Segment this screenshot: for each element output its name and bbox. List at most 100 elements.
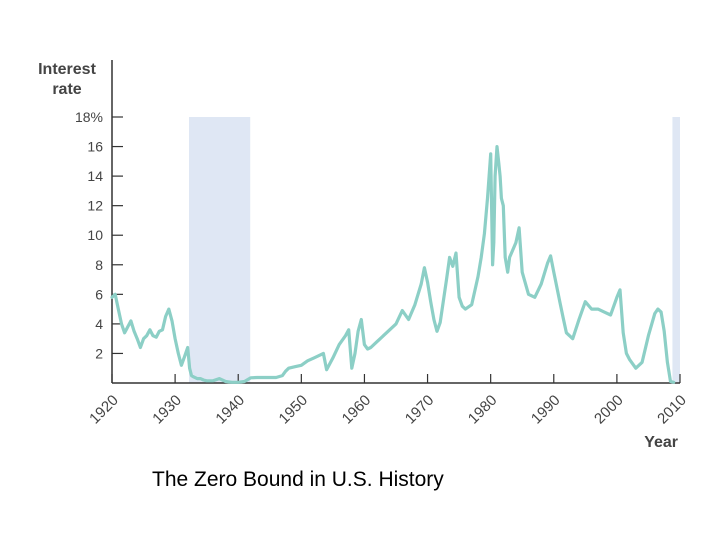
data-point xyxy=(394,322,398,326)
data-point xyxy=(262,376,265,379)
data-point xyxy=(533,296,537,299)
data-point xyxy=(173,337,177,340)
data-point xyxy=(423,266,426,269)
data-point xyxy=(506,270,509,274)
data-point xyxy=(322,352,325,355)
data-point xyxy=(136,337,139,340)
data-point xyxy=(659,310,663,314)
data-point xyxy=(113,293,117,296)
data-point xyxy=(306,359,309,363)
data-point xyxy=(590,307,593,311)
x-tick-label: 1950 xyxy=(276,392,312,428)
data-point xyxy=(539,282,543,286)
data-point xyxy=(274,376,278,379)
data-point xyxy=(167,307,170,311)
data-point xyxy=(489,152,492,156)
data-point xyxy=(457,296,461,299)
data-point xyxy=(603,310,606,314)
data-point xyxy=(186,346,189,349)
data-point xyxy=(628,358,631,361)
data-point xyxy=(495,145,499,148)
data-point xyxy=(148,328,152,331)
data-point xyxy=(454,251,458,255)
data-point xyxy=(293,365,297,368)
data-point xyxy=(565,331,568,334)
data-point xyxy=(493,174,497,178)
x-tick-label: 1960 xyxy=(339,392,375,428)
data-point xyxy=(319,353,322,357)
data-point xyxy=(480,256,483,259)
data-point xyxy=(502,204,505,207)
data-point xyxy=(211,379,215,382)
y-tick-label: 4 xyxy=(95,316,103,332)
data-point xyxy=(432,318,436,321)
data-point xyxy=(461,304,464,308)
data-point xyxy=(196,377,199,380)
x-tick-label: 1970 xyxy=(402,392,438,428)
data-point xyxy=(663,330,666,333)
data-point xyxy=(249,376,253,380)
data-point xyxy=(344,334,347,337)
x-tick-label: 1930 xyxy=(149,392,185,428)
data-point xyxy=(190,374,193,377)
data-point xyxy=(503,256,507,259)
data-point xyxy=(388,328,391,331)
data-point xyxy=(123,331,126,334)
y-tick-label: 6 xyxy=(95,286,103,302)
data-point xyxy=(117,307,120,311)
data-point xyxy=(224,380,227,383)
y-tick-label: 12 xyxy=(87,198,103,214)
data-point xyxy=(363,343,366,346)
data-point xyxy=(120,322,123,326)
x-tick-label: 2000 xyxy=(591,392,627,428)
data-point xyxy=(230,381,234,384)
data-point xyxy=(647,334,650,337)
data-point xyxy=(618,288,622,292)
data-point xyxy=(375,340,379,343)
data-point xyxy=(170,319,174,323)
x-tick-label: 1980 xyxy=(465,392,501,428)
data-point xyxy=(199,377,202,380)
data-point xyxy=(347,328,350,331)
data-point xyxy=(508,256,511,259)
data-point xyxy=(500,197,503,200)
data-point xyxy=(669,380,672,383)
data-point xyxy=(470,303,473,306)
data-point xyxy=(338,343,341,346)
zero-bound-shade-1 xyxy=(188,117,251,383)
data-point xyxy=(300,364,303,367)
data-point xyxy=(527,293,530,296)
data-point xyxy=(360,318,363,321)
x-axis-title: Year xyxy=(644,434,678,451)
data-point xyxy=(151,334,155,337)
data-point xyxy=(492,241,496,244)
data-point xyxy=(420,282,423,286)
y-tick-label: 10 xyxy=(87,227,103,243)
data-point xyxy=(558,302,562,305)
data-point xyxy=(609,313,612,317)
data-point xyxy=(562,316,565,320)
data-point xyxy=(353,352,357,355)
x-tick-label: 1990 xyxy=(528,392,564,428)
data-point xyxy=(672,381,675,384)
data-point xyxy=(483,232,486,235)
data-point xyxy=(126,325,129,329)
y-tick-label: 8 xyxy=(95,257,103,273)
x-tick-label: 2010 xyxy=(654,392,690,428)
y-tick-label: 14 xyxy=(87,168,103,184)
data-point xyxy=(521,270,524,274)
data-point xyxy=(615,296,619,299)
data-point xyxy=(413,303,417,306)
data-point xyxy=(552,270,555,274)
y-tick-label: 18% xyxy=(75,109,103,125)
slide-caption: The Zero Bound in U.S. History xyxy=(152,468,444,491)
data-point xyxy=(132,330,136,333)
data-point xyxy=(517,226,521,230)
data-point xyxy=(426,281,429,284)
data-point xyxy=(382,334,385,337)
data-point xyxy=(331,356,335,360)
data-point xyxy=(218,377,221,380)
data-point xyxy=(192,375,196,379)
data-point xyxy=(491,263,494,266)
